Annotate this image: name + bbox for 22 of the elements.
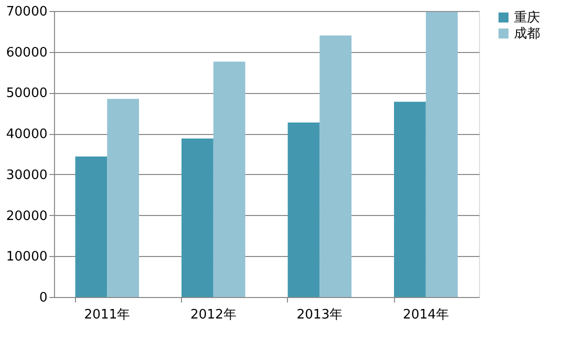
y-tick-label: 40000 [6,127,48,142]
bar [426,12,458,297]
bar [394,102,426,297]
legend-label: 成都 [514,26,540,42]
bar [75,156,108,297]
bar [213,62,246,297]
y-tick-label: 20000 [6,208,48,224]
legend-label: 重庆 [514,10,540,26]
y-tick-label: 0 [39,290,48,306]
y-tick-label: 30000 [6,168,48,183]
bar [288,122,320,297]
bar [107,98,139,297]
y-tick-label: 70000 [6,4,48,20]
bar [182,138,214,297]
x-tick-label: 2014年 [402,308,449,322]
y-tick-label: 60000 [6,45,48,60]
bar [320,36,352,297]
y-tick-label: 10000 [6,250,48,265]
x-tick-label: 2013年 [296,308,343,322]
x-tick-label: 2011年 [84,308,130,322]
y-tick-label: 50000 [6,86,48,102]
x-tick-label: 2012年 [190,308,236,322]
